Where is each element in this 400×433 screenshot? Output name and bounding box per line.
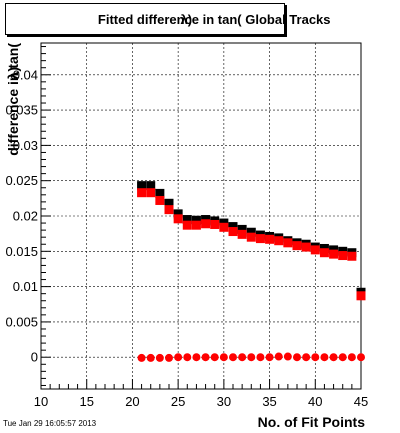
data-point-square: [246, 232, 256, 242]
data-point-square: [237, 229, 247, 239]
chart-title: Fitted difference in tan( Global Tracks: [97, 11, 331, 27]
x-tick-label: 35: [262, 394, 276, 409]
axis-ticks: [40, 46, 362, 389]
data-point-circle: [155, 353, 164, 362]
data-point-circle: [302, 353, 311, 362]
data-point-square: [155, 195, 165, 205]
data-point-circle: [201, 353, 210, 362]
data-point-square: [329, 249, 339, 259]
data-point-square: [228, 227, 238, 237]
data-point-square: [255, 234, 265, 244]
data-point-square: [164, 205, 174, 215]
timestamp: Tue Jan 29 16:05:57 2013: [3, 419, 97, 428]
x-tick-label: 40: [308, 394, 322, 409]
data-point-square: [319, 248, 329, 258]
data-point-square: [182, 215, 192, 225]
data-point-square: [201, 219, 211, 229]
x-tick-label: 25: [171, 394, 185, 409]
y-tick-label: 0.005: [5, 314, 38, 329]
data-point-circle: [238, 353, 247, 362]
x-tick-label: 15: [79, 394, 93, 409]
data-point-circle: [165, 353, 173, 362]
data-point-circle: [256, 353, 265, 362]
y-axis-label-group: difference in tan( λ): [5, 43, 21, 156]
chart-title-box: Fitted difference in tan( Global Tracks …: [5, 3, 331, 35]
data-point-circle: [146, 353, 155, 362]
data-point-square: [265, 234, 275, 244]
data-point-square: [210, 219, 220, 229]
data-point-square: [146, 188, 156, 198]
data-point-circle: [320, 353, 329, 362]
x-axis-label: No. of Fit Points: [258, 414, 366, 430]
chart-title-overlay: λ): [180, 11, 193, 27]
data-point-square: [301, 242, 311, 252]
data-point-circle: [247, 353, 256, 362]
data-point-square: [246, 227, 256, 237]
y-tick-label: 0.025: [5, 173, 38, 188]
data-point-circle: [338, 353, 347, 362]
data-point-square: [338, 251, 348, 261]
data-point-square: [137, 188, 147, 198]
data-point-circle: [283, 352, 292, 361]
x-tick-label: 10: [34, 394, 48, 409]
y-axis-label-overlay: λ): [5, 67, 21, 79]
data-point-circle: [347, 353, 356, 362]
data-point-circle: [357, 353, 365, 362]
data-point-square: [182, 220, 192, 230]
data-point-circle: [274, 352, 283, 361]
x-tick-label: 20: [125, 394, 139, 409]
grid-lines: [40, 43, 362, 389]
data-point-square: [347, 251, 357, 261]
data-point-square: [191, 215, 201, 225]
data-point-square: [283, 238, 293, 248]
data-markers: [137, 181, 366, 362]
y-axis-label: difference in tan(: [5, 43, 21, 156]
tick-labels: 10 15 20 25 30 35 40 45 0 0.005 0.01 0.015 0.02 0.025…: [5, 67, 368, 409]
data-point-square: [191, 220, 201, 230]
data-point-circle: [265, 353, 274, 362]
data-point-square: [155, 188, 165, 198]
y-tick-label: 0.01: [13, 279, 38, 294]
y-tick-label: 0.035: [5, 103, 38, 118]
y-tick-label: 0.015: [5, 244, 38, 259]
data-point-circle: [293, 353, 301, 362]
data-point-square: [356, 291, 366, 301]
data-point-square: [228, 222, 238, 232]
data-point-square: [164, 198, 174, 208]
y-tick-label: 0.03: [13, 138, 38, 153]
data-point-circle: [311, 353, 320, 362]
data-point-square: [292, 241, 302, 251]
data-point-circle: [174, 353, 183, 362]
data-point-square: [274, 236, 284, 246]
data-point-circle: [192, 353, 201, 362]
data-point-square: [173, 214, 183, 224]
x-tick-label: 30: [217, 394, 231, 409]
data-point-circle: [183, 353, 192, 362]
data-point-square: [219, 222, 229, 232]
data-point-square: [310, 245, 320, 255]
data-point-square: [237, 224, 247, 234]
y-tick-label: 0.02: [13, 209, 38, 224]
y-tick-label: 0: [31, 350, 38, 365]
y-tick-label: 0.04: [13, 67, 38, 82]
x-tick-label: 45: [354, 394, 368, 409]
data-point-square: [173, 209, 183, 219]
data-point-circle: [229, 353, 237, 362]
data-point-circle: [219, 353, 228, 362]
data-point-circle: [329, 353, 338, 362]
data-point-square: [137, 181, 147, 191]
data-point-circle: [137, 353, 146, 362]
data-point-circle: [210, 353, 219, 362]
data-point-square: [146, 181, 156, 191]
